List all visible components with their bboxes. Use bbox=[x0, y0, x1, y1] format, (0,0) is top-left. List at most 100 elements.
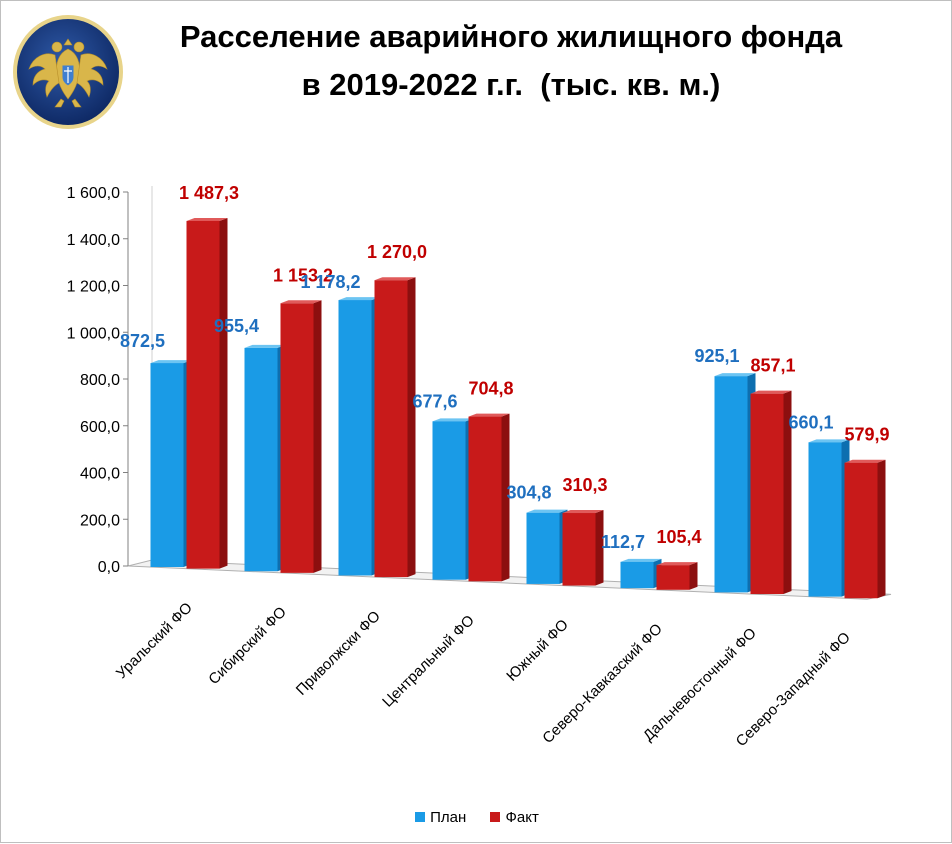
bar-top bbox=[468, 413, 510, 417]
y-tick-label: 800,0 bbox=[80, 372, 120, 389]
bar-face bbox=[338, 300, 372, 576]
legend-label-plan: План bbox=[430, 809, 467, 826]
bar-face bbox=[244, 347, 278, 572]
data-label-plan: 677,6 bbox=[412, 391, 457, 411]
legend-item-fact: Факт bbox=[490, 809, 539, 826]
bar-top bbox=[750, 390, 792, 394]
bar-side bbox=[501, 413, 510, 582]
bar-side bbox=[313, 300, 322, 573]
y-tick-label: 0,0 bbox=[98, 559, 120, 576]
y-tick-label: 200,0 bbox=[80, 512, 120, 529]
bar-top bbox=[620, 558, 662, 562]
chart-title-line-2: в 2019-2022 г.г. (тыс. кв. м.) bbox=[301, 67, 721, 102]
legend-item-plan: План bbox=[415, 809, 466, 826]
bar-side bbox=[407, 277, 416, 578]
data-label-fact: 579,9 bbox=[844, 425, 889, 445]
bar-plan-0 bbox=[150, 360, 192, 568]
x-tick-label: Уральский ФО bbox=[113, 599, 196, 682]
bar-side bbox=[595, 510, 604, 586]
x-tick-label: Сибирский ФО bbox=[205, 604, 290, 689]
bar-face bbox=[150, 363, 184, 568]
data-label-plan: 872,5 bbox=[120, 331, 165, 351]
bar-side bbox=[219, 217, 228, 569]
x-tick-label: Приволжски ФО bbox=[293, 608, 384, 699]
data-label-plan: 955,4 bbox=[214, 316, 259, 336]
bar-top bbox=[714, 373, 756, 377]
data-label-fact: 1 153,2 bbox=[273, 265, 333, 285]
bar-side bbox=[783, 390, 792, 595]
bar-top bbox=[150, 360, 192, 364]
data-label-fact: 310,3 bbox=[562, 475, 607, 495]
bar-face bbox=[656, 565, 690, 590]
data-label-fact: 105,4 bbox=[656, 527, 701, 547]
bar-plan-6 bbox=[714, 373, 756, 593]
data-labels: 872,5 1 487,3 955,4 1 153,21 178,2 1 270,0 67… bbox=[120, 183, 890, 552]
bar-plan-7 bbox=[808, 439, 850, 597]
chart-title: Расселение аварийного жилищного фонда в … bbox=[141, 13, 881, 109]
bar-fact-0 bbox=[186, 217, 228, 569]
chart-title-line-1: Расселение аварийного жилищного фонда bbox=[179, 19, 843, 54]
bar-top bbox=[432, 418, 474, 422]
bar-side bbox=[689, 562, 698, 590]
bar-top bbox=[526, 509, 568, 513]
bar-plan-4 bbox=[526, 509, 568, 584]
bar-face bbox=[186, 220, 220, 569]
bar-plan-5 bbox=[620, 558, 662, 589]
x-axis: Уральский ФО Сибирский ФО Приволжски ФОЦен… bbox=[113, 599, 854, 750]
bar-fact-3 bbox=[468, 413, 510, 582]
bar-top bbox=[186, 217, 228, 221]
legend-label-fact: Факт bbox=[505, 809, 539, 826]
data-label-plan: 925,1 bbox=[694, 346, 739, 366]
bar-plan-1 bbox=[244, 344, 286, 572]
bar-face bbox=[620, 561, 654, 589]
bar-face bbox=[562, 513, 596, 586]
data-label-fact: 1 487,3 bbox=[179, 183, 239, 203]
bar-top bbox=[280, 300, 322, 304]
bar-top bbox=[562, 510, 604, 514]
bar-fact-7 bbox=[844, 459, 886, 599]
bar-series bbox=[150, 217, 886, 599]
bar-fact-1 bbox=[280, 300, 322, 573]
y-tick-label: 1 600,0 bbox=[67, 185, 120, 202]
bar-face bbox=[808, 442, 842, 597]
bar-plan-3 bbox=[432, 418, 474, 580]
bar-top bbox=[844, 459, 886, 463]
bar-top bbox=[244, 344, 286, 348]
y-tick-label: 1 000,0 bbox=[67, 325, 120, 342]
bar-top bbox=[656, 562, 698, 566]
bar-top bbox=[338, 297, 380, 301]
y-tick-label: 1 400,0 bbox=[67, 232, 120, 249]
data-label-plan: 112,7 bbox=[601, 532, 645, 552]
data-label-plan: 660,1 bbox=[788, 412, 833, 432]
y-axis: 0,0 200,0 400,0 600,0 800,0 1 000,0 1 200,0 1 4… bbox=[67, 185, 129, 576]
bar-plan-2 bbox=[338, 297, 380, 576]
bar-face bbox=[374, 280, 408, 578]
bar-fact-2 bbox=[374, 277, 416, 578]
bar-face bbox=[750, 393, 784, 595]
bar-face bbox=[432, 421, 466, 580]
legend-swatch-fact bbox=[490, 812, 501, 822]
bar-face bbox=[280, 303, 314, 573]
data-label-plan: 1 178,2 bbox=[300, 272, 360, 292]
bar-face bbox=[526, 512, 560, 584]
legend: План Факт bbox=[1, 809, 952, 826]
x-tick-label: Южный ФО bbox=[503, 616, 572, 685]
x-tick-label: Дальневосточный ФО bbox=[640, 625, 760, 745]
legend-swatch-plan bbox=[415, 812, 426, 822]
x-tick-label: Северо-Западный ФО bbox=[733, 629, 854, 750]
bar-top bbox=[374, 277, 416, 281]
emblem-logo-icon bbox=[13, 15, 123, 129]
bar-top bbox=[808, 439, 850, 443]
bar-side bbox=[877, 459, 886, 599]
data-label-fact: 857,1 bbox=[750, 356, 795, 376]
data-label-fact: 1 270,0 bbox=[367, 242, 427, 262]
y-tick-label: 1 200,0 bbox=[67, 279, 120, 296]
bar-fact-6 bbox=[750, 390, 792, 595]
bar-face bbox=[844, 462, 878, 599]
y-tick-label: 600,0 bbox=[80, 419, 120, 436]
data-label-plan: 304,8 bbox=[506, 483, 551, 503]
data-label-fact: 704,8 bbox=[468, 379, 513, 399]
bar-face bbox=[468, 416, 502, 582]
